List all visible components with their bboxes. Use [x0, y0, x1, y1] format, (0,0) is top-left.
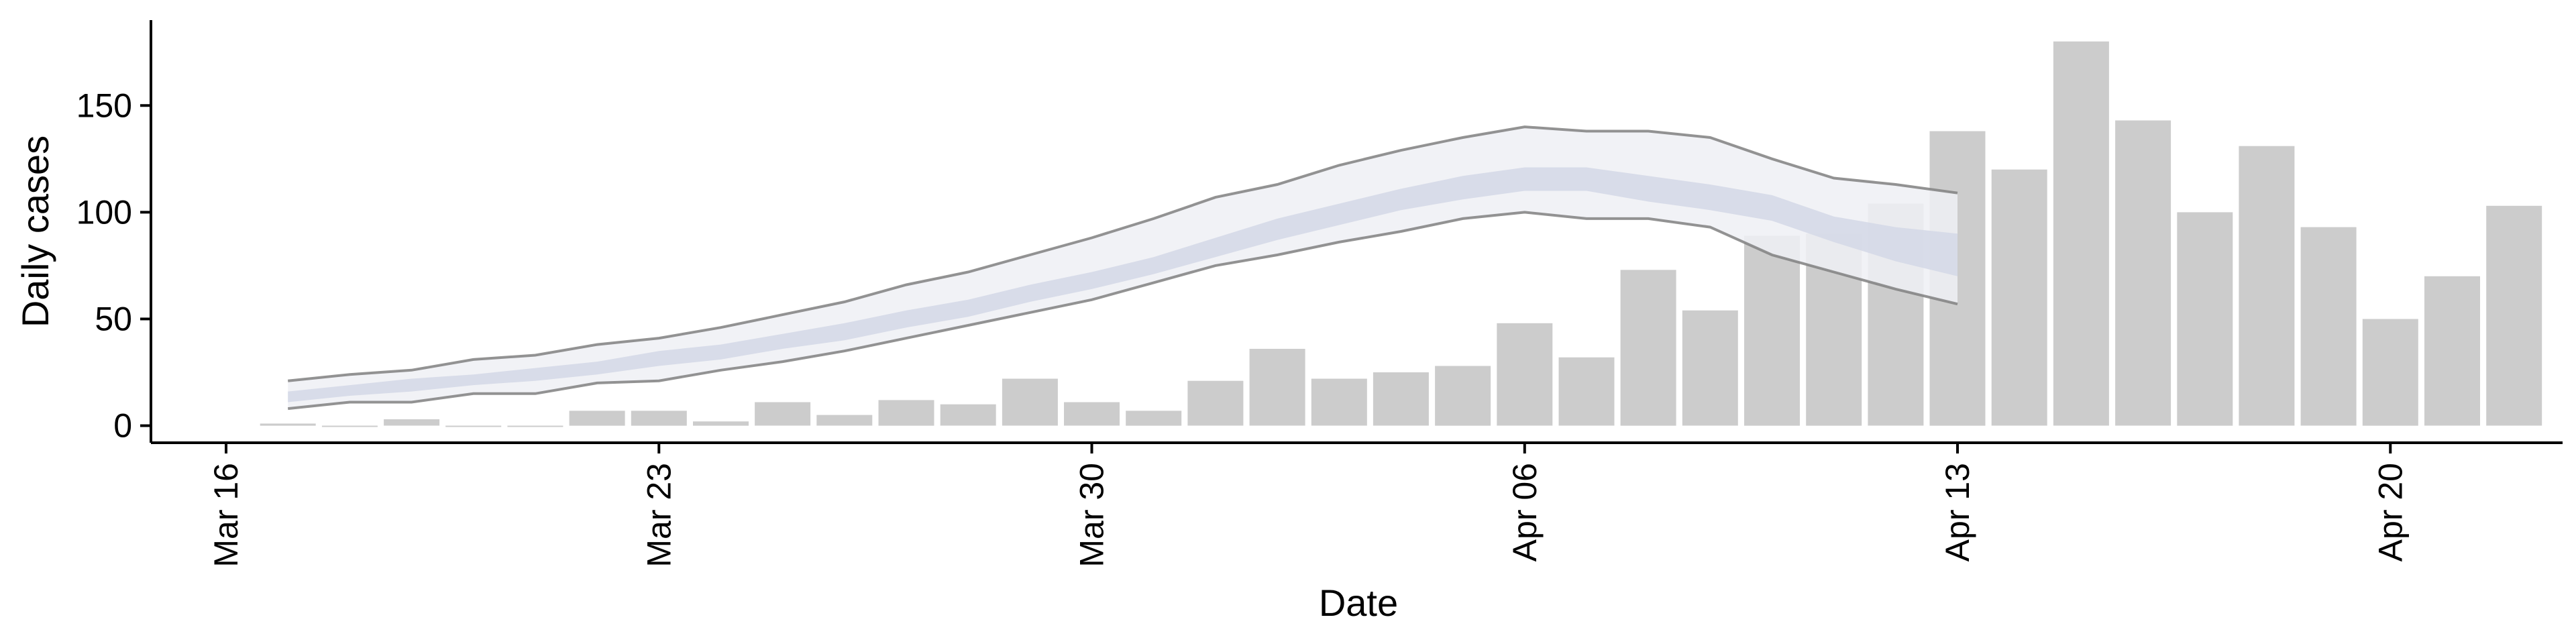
- bar: [2177, 212, 2233, 426]
- bar: [693, 421, 749, 426]
- y-ticks: 0 50 100 150: [76, 87, 151, 445]
- bar: [755, 402, 811, 426]
- y-tick-label: 50: [95, 300, 132, 337]
- upper-interval-line: [287, 125, 1958, 382]
- bar: [445, 425, 502, 427]
- x-tick-label: Mar 30: [1073, 463, 1111, 568]
- bar: [569, 411, 625, 426]
- x-ticks: Mar 16 Mar 23 Mar 30 Apr 06 Apr 13 Apr 20: [207, 443, 2409, 568]
- lower-interval-line: [287, 211, 1958, 411]
- bar: [507, 425, 564, 427]
- bar: [384, 419, 440, 426]
- x-tick-label: Mar 23: [640, 463, 678, 568]
- bar: [2362, 319, 2418, 426]
- bar: [878, 400, 934, 426]
- bar: [940, 404, 996, 426]
- bar: [2300, 227, 2357, 426]
- x-tick-label: Apr 13: [1939, 463, 1976, 561]
- bar: [321, 425, 378, 427]
- x-axis-title: Date: [1319, 582, 1398, 624]
- bar: [2486, 205, 2542, 426]
- bar: [1744, 235, 1800, 426]
- x-tick-label: Apr 06: [1506, 463, 1544, 561]
- y-axis-title: Daily cases: [14, 136, 56, 327]
- bar: [1682, 310, 1738, 426]
- x-tick-label: Mar 16: [207, 463, 245, 568]
- bar: [1187, 380, 1244, 426]
- y-tick-label: 0: [113, 407, 132, 445]
- bar: [1064, 402, 1120, 426]
- bar: [1558, 357, 1615, 426]
- x-tick-label: Apr 20: [2371, 463, 2409, 561]
- axes-layer: 0 50 100 150 Mar 16 Mar 23 Mar 30 Apr 06 Apr 13…: [76, 20, 2563, 568]
- bar: [1373, 372, 1429, 426]
- y-tick-label: 150: [76, 87, 132, 124]
- bar: [1249, 349, 1305, 426]
- bar: [1991, 169, 2047, 426]
- bar: [1002, 378, 1058, 426]
- bar: [1435, 366, 1491, 426]
- bar: [631, 411, 687, 426]
- bar: [260, 423, 316, 426]
- y-tick-label: 100: [76, 193, 132, 231]
- bar: [1311, 378, 1367, 426]
- bar: [1497, 323, 1553, 426]
- bar: [2424, 276, 2480, 426]
- bar: [1620, 270, 1676, 426]
- bar: [2239, 146, 2295, 426]
- inner-interval-band: [288, 167, 1958, 402]
- bar: [2053, 41, 2109, 426]
- interval-bands-layer: [287, 125, 1958, 411]
- bar: [1126, 411, 1182, 426]
- bar: [816, 415, 873, 426]
- bar: [2115, 120, 2171, 426]
